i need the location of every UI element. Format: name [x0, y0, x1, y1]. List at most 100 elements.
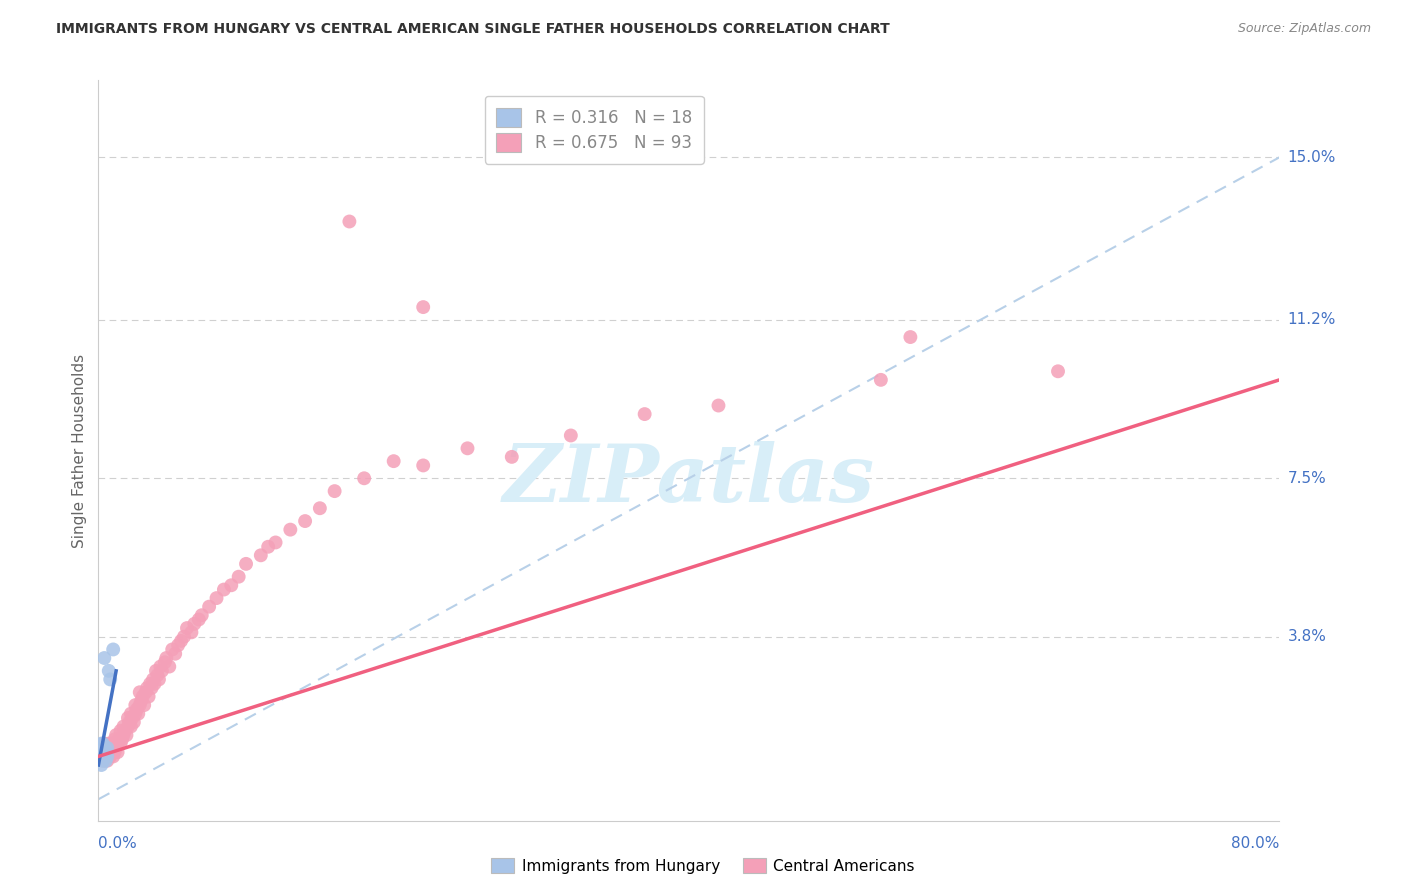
Point — [91, 754, 114, 768]
Legend: R = 0.316   N = 18, R = 0.675   N = 93: R = 0.316 N = 18, R = 0.675 N = 93 — [485, 96, 703, 164]
Point — [191, 608, 214, 623]
Point — [91, 754, 114, 768]
Point — [96, 745, 118, 759]
Point — [114, 723, 136, 738]
Text: IMMIGRANTS FROM HUNGARY VS CENTRAL AMERICAN SINGLE FATHER HOUSEHOLDS CORRELATION: IMMIGRANTS FROM HUNGARY VS CENTRAL AMERI… — [56, 22, 890, 37]
Point — [235, 557, 257, 571]
Point — [103, 749, 125, 764]
Point — [323, 484, 346, 499]
Point — [93, 737, 115, 751]
Point — [148, 673, 170, 687]
Point — [96, 754, 118, 768]
Point — [98, 749, 121, 764]
Point — [139, 676, 162, 690]
Point — [104, 745, 127, 759]
Point — [105, 740, 128, 755]
Point — [870, 373, 893, 387]
Point — [165, 647, 187, 661]
Text: 0.0%: 0.0% — [98, 837, 138, 852]
Point — [94, 749, 117, 764]
Point — [110, 723, 132, 738]
Point — [124, 698, 146, 712]
Point — [120, 719, 142, 733]
Point — [128, 698, 150, 712]
Point — [180, 625, 202, 640]
Point — [457, 442, 479, 456]
Point — [90, 749, 112, 764]
Legend: Immigrants from Hungary, Central Americans: Immigrants from Hungary, Central America… — [485, 852, 921, 880]
Point — [294, 514, 316, 528]
Point — [141, 681, 163, 695]
Point — [89, 740, 111, 755]
Point — [115, 728, 138, 742]
Point — [97, 737, 120, 751]
Point — [122, 715, 145, 730]
Point — [100, 745, 122, 759]
Point — [97, 664, 120, 678]
Text: 11.2%: 11.2% — [1288, 312, 1336, 327]
Point — [382, 454, 405, 468]
Point — [250, 549, 273, 563]
Point — [155, 651, 177, 665]
Point — [142, 673, 165, 687]
Point — [110, 737, 132, 751]
Text: ZIPatlas: ZIPatlas — [503, 442, 875, 519]
Point — [412, 458, 434, 473]
Point — [118, 715, 141, 730]
Text: 3.8%: 3.8% — [1288, 629, 1327, 644]
Point — [707, 399, 730, 413]
Point — [93, 745, 115, 759]
Point — [145, 664, 167, 678]
Point — [125, 702, 148, 716]
Point — [212, 582, 235, 597]
Point — [257, 540, 280, 554]
Point — [105, 728, 128, 742]
Text: Source: ZipAtlas.com: Source: ZipAtlas.com — [1237, 22, 1371, 36]
Point — [167, 638, 190, 652]
Point — [93, 749, 115, 764]
Point — [91, 745, 114, 759]
Point — [94, 754, 117, 768]
Point — [560, 428, 582, 442]
Point — [198, 599, 221, 614]
Point — [89, 749, 111, 764]
Point — [128, 685, 150, 699]
Point — [134, 698, 156, 712]
Point — [121, 711, 143, 725]
Text: 80.0%: 80.0% — [1232, 837, 1279, 852]
Point — [309, 501, 332, 516]
Point — [124, 706, 146, 721]
Point — [103, 642, 125, 657]
Point — [91, 737, 114, 751]
Point — [111, 732, 134, 747]
Point — [98, 673, 121, 687]
Point — [173, 630, 195, 644]
Point — [205, 591, 228, 606]
Point — [93, 651, 115, 665]
Point — [412, 300, 434, 314]
Point — [127, 706, 149, 721]
Point — [96, 749, 118, 764]
Point — [132, 690, 155, 704]
Point — [117, 719, 139, 733]
Point — [183, 616, 205, 631]
Point — [339, 214, 361, 228]
Point — [150, 664, 173, 678]
Point — [90, 758, 112, 772]
Point — [501, 450, 523, 464]
Point — [96, 740, 118, 755]
Point — [162, 642, 183, 657]
Point — [136, 681, 159, 695]
Text: 15.0%: 15.0% — [1288, 150, 1336, 165]
Point — [108, 732, 131, 747]
Point — [120, 706, 142, 721]
Point — [176, 621, 198, 635]
Point — [100, 737, 122, 751]
Point — [143, 676, 166, 690]
Point — [634, 407, 657, 421]
Point — [94, 745, 117, 759]
Point — [98, 740, 121, 755]
Point — [93, 740, 115, 755]
Point — [90, 749, 112, 764]
Point — [135, 685, 157, 699]
